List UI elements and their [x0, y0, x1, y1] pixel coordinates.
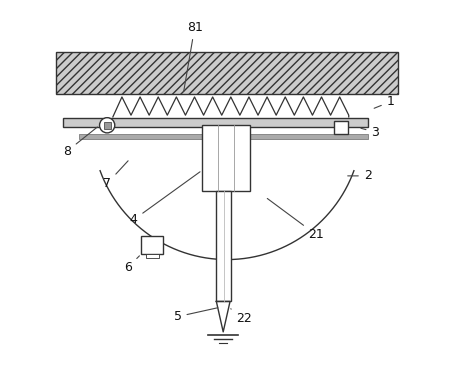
Bar: [202, 125, 250, 191]
Text: 6: 6: [124, 256, 139, 274]
Text: 81: 81: [184, 21, 202, 91]
Bar: [64, 118, 368, 127]
Text: 2: 2: [348, 169, 372, 182]
Bar: [79, 134, 368, 139]
Text: 8: 8: [63, 127, 98, 157]
Text: 3: 3: [361, 125, 379, 139]
Bar: [141, 235, 163, 254]
Bar: [334, 121, 348, 134]
Text: 1: 1: [374, 95, 395, 108]
Circle shape: [99, 118, 115, 133]
Bar: [146, 254, 159, 259]
Bar: [104, 122, 111, 129]
Text: 5: 5: [173, 308, 218, 323]
Text: 21: 21: [267, 198, 324, 241]
Text: 7: 7: [103, 161, 128, 190]
Text: 4: 4: [130, 172, 200, 226]
Bar: [56, 52, 398, 94]
Text: 22: 22: [231, 309, 252, 325]
Bar: [217, 191, 231, 301]
